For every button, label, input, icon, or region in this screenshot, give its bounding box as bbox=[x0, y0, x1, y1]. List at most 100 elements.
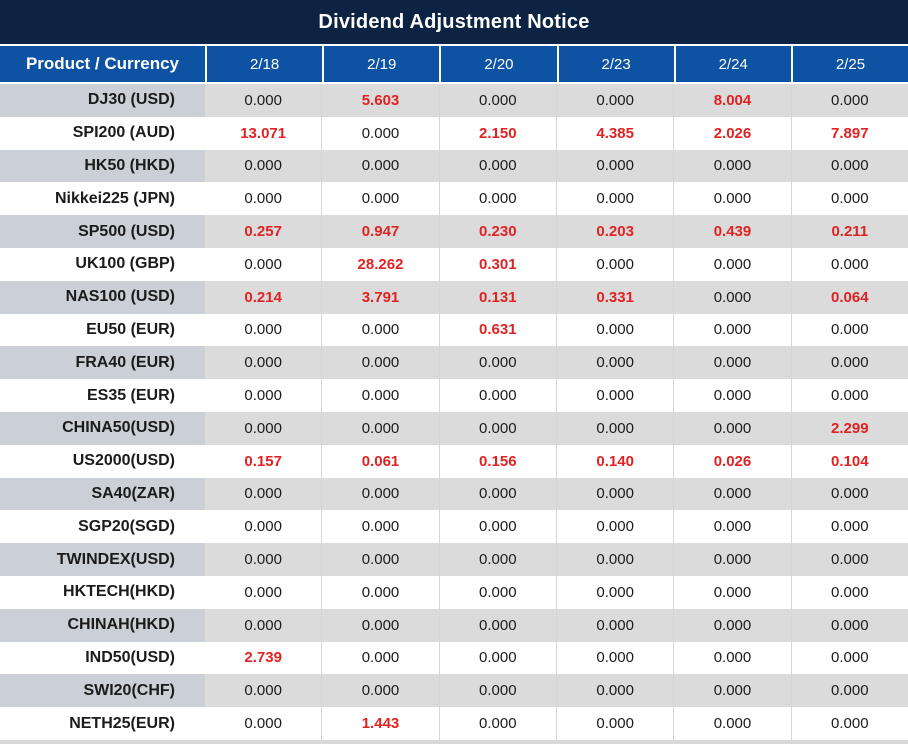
value-cell: 0.000 bbox=[438, 641, 556, 675]
value-cell: 0.000 bbox=[321, 149, 438, 183]
value-cell: 0.000 bbox=[244, 321, 282, 339]
product-cell: HKTECH(HKD) bbox=[63, 583, 175, 601]
value-cell: 0.000 bbox=[673, 608, 790, 642]
value-cell: 0.331 bbox=[555, 280, 673, 314]
table-row: SP500 (USD) 0.257 0.947 0.230 0.203 0.439 0.2… bbox=[0, 215, 908, 248]
value-cell: 0.203 bbox=[555, 215, 673, 248]
value-cell: 0.000 bbox=[555, 313, 673, 347]
header-date-1: 2/18 bbox=[205, 46, 322, 82]
value-cell: 0.000 bbox=[673, 149, 790, 183]
value-cell: 0.000 bbox=[555, 510, 673, 544]
value-cell: 0.000 bbox=[555, 543, 673, 576]
value-cell: 0.000 bbox=[790, 707, 908, 740]
product-cell: SWI20(CHF) bbox=[0, 674, 205, 708]
value-cell: 0.000 bbox=[555, 182, 673, 216]
product-cell: US2000(USD) bbox=[72, 452, 175, 470]
value-cell: 0.000 bbox=[438, 379, 556, 412]
table-row: NAS100 (USD) 0.214 3.791 0.131 0.331 0.000 0.… bbox=[0, 280, 908, 314]
product-cell: NETH25(EUR) bbox=[69, 714, 175, 732]
value-cell: 13.071 bbox=[240, 124, 287, 142]
value-cell: 0.000 bbox=[244, 518, 282, 536]
product-cell: CHINAH(HKD) bbox=[0, 608, 205, 642]
table-body: DJ30 (USD) 0.000 5.603 0.000 0.000 8.004 0.00… bbox=[0, 84, 908, 740]
table-row: NETH25(EUR) 0.000 1.443 0.000 0.000 0.000 0.0… bbox=[0, 707, 908, 740]
value-cell: 0.000 bbox=[244, 255, 282, 273]
value-cell: 0.000 bbox=[438, 182, 556, 216]
value-cell: 0.000 bbox=[555, 608, 673, 642]
value-cell: 0.000 bbox=[673, 477, 790, 511]
value-cell: 0.000 bbox=[673, 379, 790, 412]
table-row: CHINA50(USD) 0.000 0.000 0.000 0.000 0.000 2.… bbox=[0, 411, 908, 445]
table-row: FRA40 (EUR) 0.000 0.000 0.000 0.000 0.000 0.0… bbox=[0, 346, 908, 380]
value-cell: 0.000 bbox=[790, 543, 908, 576]
value-cell: 0.000 bbox=[673, 247, 790, 281]
value-cell: 0.061 bbox=[321, 444, 438, 478]
value-cell: 0.257 bbox=[244, 223, 282, 241]
header-date-2: 2/19 bbox=[322, 46, 439, 82]
value-cell: 7.897 bbox=[790, 116, 908, 150]
value-cell: 0.000 bbox=[321, 608, 438, 642]
value-cell: 0.000 bbox=[244, 419, 282, 437]
value-cell: 0.000 bbox=[555, 411, 673, 445]
table-row: Nikkei225 (JPN) 0.000 0.000 0.000 0.000 0.00… bbox=[0, 182, 908, 216]
value-cell: 0.000 bbox=[321, 116, 438, 150]
value-cell: 0.104 bbox=[790, 444, 908, 478]
value-cell: 0.000 bbox=[438, 543, 556, 576]
value-cell: 0.000 bbox=[244, 354, 282, 372]
value-cell: 0.157 bbox=[244, 452, 282, 470]
table-title: Dividend Adjustment Notice bbox=[0, 0, 908, 46]
value-cell: 0.000 bbox=[555, 149, 673, 183]
value-cell: 0.000 bbox=[790, 149, 908, 183]
value-cell: 0.000 bbox=[438, 707, 556, 740]
value-cell: 0.947 bbox=[321, 215, 438, 248]
product-cell: UK100 (GBP) bbox=[75, 255, 175, 273]
value-cell: 3.791 bbox=[321, 280, 438, 314]
value-cell: 0.000 bbox=[321, 313, 438, 347]
product-cell: CHINA50(USD) bbox=[0, 411, 205, 445]
value-cell: 0.301 bbox=[438, 247, 556, 281]
value-cell: 0.000 bbox=[790, 379, 908, 412]
value-cell: 0.000 bbox=[244, 157, 282, 175]
value-cell: 0.000 bbox=[555, 84, 673, 117]
value-cell: 0.000 bbox=[438, 411, 556, 445]
value-cell: 0.000 bbox=[244, 583, 282, 601]
value-cell: 0.000 bbox=[555, 707, 673, 740]
table-row: ES35 (EUR) 0.000 0.000 0.000 0.000 0.000 0.00… bbox=[0, 379, 908, 412]
value-cell: 0.000 bbox=[790, 247, 908, 281]
product-cell: SPI200 (AUD) bbox=[72, 124, 175, 142]
product-cell: SP500 (USD) bbox=[0, 215, 205, 248]
table-row: SWI20(CHF) 0.000 0.000 0.000 0.000 0.000 0.00… bbox=[0, 674, 908, 708]
value-cell: 0.000 bbox=[438, 510, 556, 544]
product-cell: SGP20(SGD) bbox=[78, 517, 175, 535]
header-date-3: 2/20 bbox=[439, 46, 556, 82]
value-cell: 0.439 bbox=[673, 215, 790, 248]
table-row: IND50(USD) 2.739 0.000 0.000 0.000 0.000 0.00… bbox=[0, 641, 908, 675]
value-cell: 0.211 bbox=[790, 215, 908, 248]
bottom-strip bbox=[0, 740, 908, 744]
value-cell: 0.140 bbox=[555, 444, 673, 478]
value-cell: 0.000 bbox=[321, 575, 438, 609]
value-cell: 0.000 bbox=[673, 707, 790, 740]
value-cell: 0.000 bbox=[673, 280, 790, 314]
value-cell: 0.000 bbox=[244, 616, 282, 634]
value-cell: 0.000 bbox=[555, 247, 673, 281]
value-cell: 0.000 bbox=[438, 84, 556, 117]
value-cell: 0.000 bbox=[321, 379, 438, 412]
value-cell: 0.000 bbox=[673, 641, 790, 675]
value-cell: 0.000 bbox=[244, 485, 282, 503]
value-cell: 0.000 bbox=[438, 575, 556, 609]
value-cell: 2.299 bbox=[790, 411, 908, 445]
value-cell: 0.064 bbox=[790, 280, 908, 314]
value-cell: 2.026 bbox=[673, 116, 790, 150]
value-cell: 0.000 bbox=[555, 641, 673, 675]
table-row: US2000(USD) 0.157 0.061 0.156 0.140 0.026 0.1… bbox=[0, 444, 908, 478]
table-row: TWINDEX(USD) 0.000 0.000 0.000 0.000 0.000 0.… bbox=[0, 543, 908, 576]
product-cell: HK50 (HKD) bbox=[0, 149, 205, 183]
header-date-6: 2/25 bbox=[790, 46, 908, 82]
product-cell: TWINDEX(USD) bbox=[0, 543, 205, 576]
value-cell: 0.631 bbox=[438, 313, 556, 347]
table-row: CHINAH(HKD) 0.000 0.000 0.000 0.000 0.000 0.0… bbox=[0, 608, 908, 642]
value-cell: 2.150 bbox=[438, 116, 556, 150]
header-date-5: 2/24 bbox=[673, 46, 791, 82]
